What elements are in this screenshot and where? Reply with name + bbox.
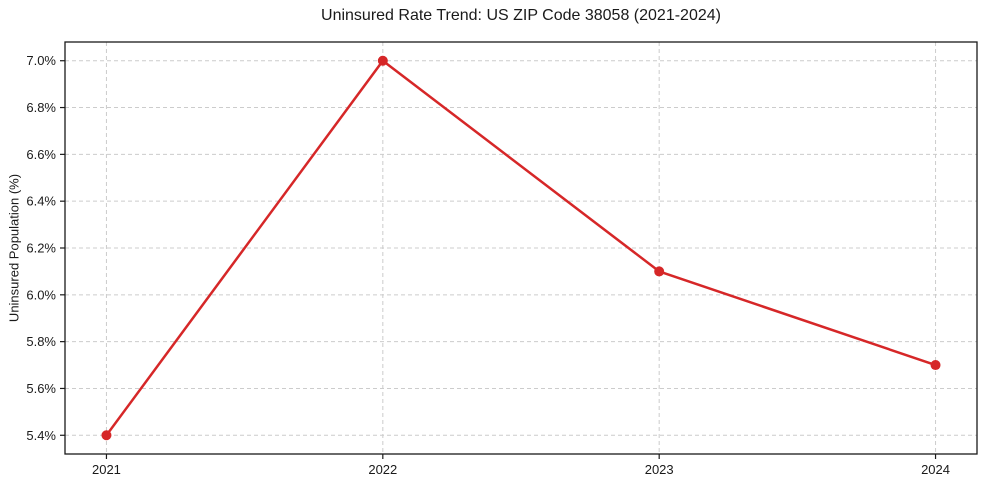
data-point-marker	[101, 430, 112, 441]
data-point-marker	[930, 360, 941, 371]
y-tick-label: 6.0%	[26, 287, 56, 302]
y-tick-label: 6.2%	[26, 241, 56, 256]
y-tick-label: 5.8%	[26, 334, 56, 349]
x-tick-label: 2023	[645, 462, 674, 477]
y-tick-label: 6.4%	[26, 194, 56, 209]
y-tick-label: 5.4%	[26, 428, 56, 443]
trend-line	[105, 59, 937, 437]
chart-title: Uninsured Rate Trend: US ZIP Code 38058 …	[321, 7, 721, 24]
y-tick-label: 7.0%	[26, 53, 56, 68]
y-tick-label: 6.8%	[26, 100, 56, 115]
x-tick-label: 2021	[92, 462, 121, 477]
data-point-marker	[654, 266, 665, 277]
x-tick-label: 2022	[368, 462, 397, 477]
data-point-marker	[377, 55, 388, 66]
y-tick-label: 5.6%	[26, 381, 56, 396]
x-tick-label: 2024	[921, 462, 950, 477]
y-tick-label: 6.6%	[26, 147, 56, 162]
